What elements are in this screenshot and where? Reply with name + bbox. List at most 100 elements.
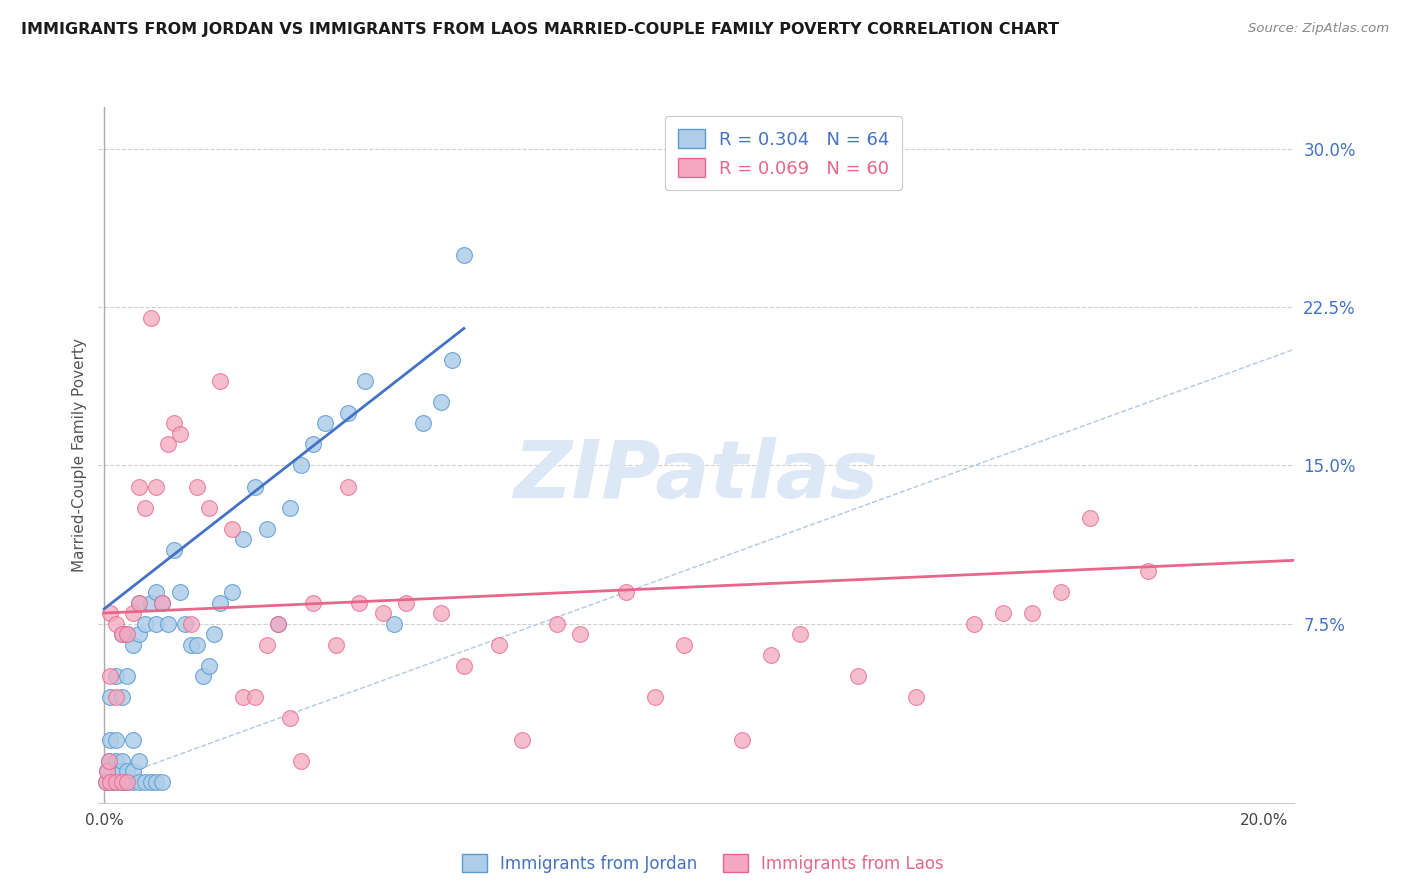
Point [349,595,371,609]
Point [134,774,156,789]
Point [429,395,451,409]
Point [117,627,139,641]
Point [221,585,243,599]
Text: ZIPatlas: ZIPatlas [513,437,879,515]
Point [98,606,121,620]
Point [117,669,139,683]
Point [256,638,278,652]
Point [104,774,127,789]
Point [128,479,150,493]
Point [117,627,139,641]
Point [163,542,186,557]
Point [510,732,533,747]
Point [441,353,464,368]
Point [157,437,180,451]
Point [302,595,325,609]
Point [111,627,134,641]
Point [290,458,312,473]
Point [993,606,1015,620]
Point [96,764,118,779]
Point [395,595,418,609]
Point [169,426,191,441]
Point [104,774,127,789]
Point [568,627,591,641]
Point [243,690,266,705]
Point [614,585,637,599]
Point [256,522,278,536]
Point [848,669,870,683]
Point [644,690,666,705]
Point [232,690,254,705]
Point [905,690,928,705]
Point [104,616,127,631]
Point [163,417,186,431]
Point [97,754,120,768]
Point [267,616,290,631]
Point [731,732,754,747]
Point [98,732,121,747]
Point [174,616,197,631]
Legend: R = 0.304   N = 64, R = 0.069   N = 60: R = 0.304 N = 64, R = 0.069 N = 60 [665,116,903,190]
Point [278,711,301,725]
Point [96,764,118,779]
Point [97,754,120,768]
Point [104,669,127,683]
Point [104,732,127,747]
Point [122,764,145,779]
Point [302,437,325,451]
Point [145,479,167,493]
Point [243,479,266,493]
Point [117,764,139,779]
Point [104,690,127,705]
Point [111,627,134,641]
Point [145,585,167,599]
Point [122,774,145,789]
Point [139,774,162,789]
Point [1050,585,1073,599]
Point [221,522,243,536]
Point [98,690,121,705]
Point [278,500,301,515]
Point [122,638,145,652]
Point [209,374,232,388]
Point [267,616,290,631]
Point [453,247,475,261]
Point [963,616,986,631]
Point [157,616,180,631]
Point [150,595,173,609]
Point [150,774,173,789]
Point [128,774,150,789]
Point [101,774,124,789]
Point [145,774,167,789]
Point [128,595,150,609]
Text: IMMIGRANTS FROM JORDAN VS IMMIGRANTS FROM LAOS MARRIED-COUPLE FAMILY POVERTY COR: IMMIGRANTS FROM JORDAN VS IMMIGRANTS FRO… [21,22,1059,37]
Point [382,616,405,631]
Point [186,638,208,652]
Point [94,774,117,789]
Point [150,595,173,609]
Point [180,616,202,631]
Point [134,500,156,515]
Point [139,310,162,325]
Point [117,774,139,789]
Point [128,627,150,641]
Point [1080,511,1102,525]
Point [1137,564,1160,578]
Point [169,585,191,599]
Point [371,606,394,620]
Point [186,479,208,493]
Point [145,616,167,631]
Point [412,417,434,431]
Point [232,533,254,547]
Point [336,406,359,420]
Point [453,658,475,673]
Point [98,774,121,789]
Point [111,764,134,779]
Point [789,627,811,641]
Point [111,690,134,705]
Point [204,627,226,641]
Point [94,774,117,789]
Point [197,500,219,515]
Point [290,754,312,768]
Point [111,774,134,789]
